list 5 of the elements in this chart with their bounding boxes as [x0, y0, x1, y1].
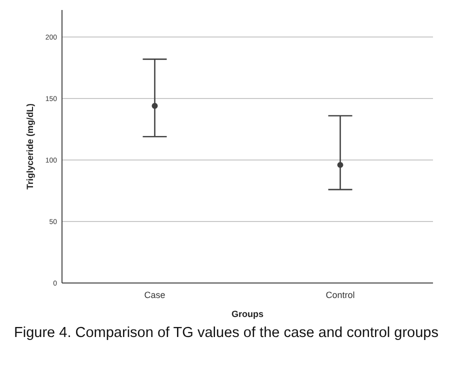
x-tick-label: Control: [326, 290, 355, 300]
x-axis-title: Groups: [231, 309, 264, 319]
x-tick-label: Case: [144, 290, 166, 300]
caption: Figure 4. Comparison of TG values of the case and control groups: [13, 324, 440, 342]
y-axis-title: Triglyceride (mg/dL): [25, 103, 35, 190]
